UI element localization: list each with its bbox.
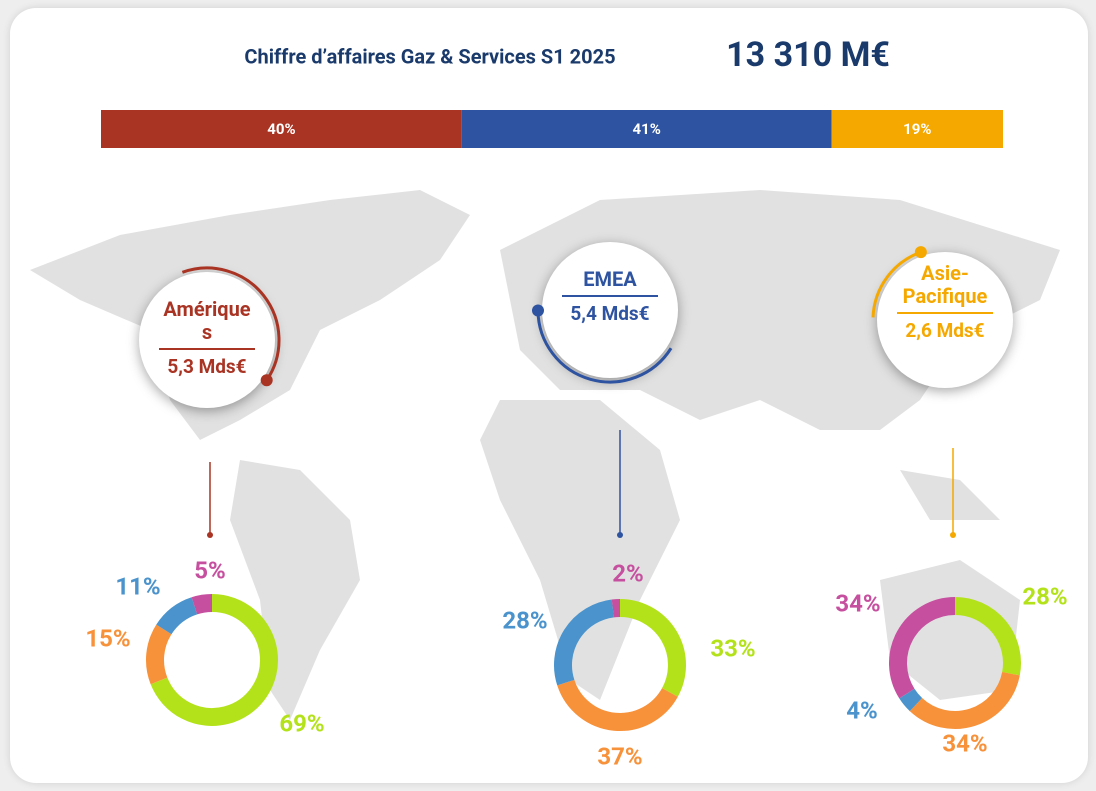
region-name: Amériques bbox=[159, 298, 255, 350]
region-bubble bbox=[139, 272, 275, 408]
region-arc bbox=[871, 250, 922, 318]
donut-segment bbox=[889, 597, 956, 699]
connector-dot bbox=[617, 532, 623, 538]
donut-segment bbox=[619, 599, 686, 697]
bar-segment bbox=[101, 110, 462, 148]
donut-label: 33% bbox=[710, 634, 755, 662]
bar-label: 40% bbox=[267, 120, 295, 138]
bar-segment bbox=[831, 110, 1003, 148]
donut-label: 28% bbox=[1022, 582, 1067, 610]
donut-label: 4% bbox=[846, 696, 878, 724]
donut-label: 37% bbox=[597, 742, 642, 770]
region-bubble bbox=[877, 252, 1013, 388]
arc-dot bbox=[260, 374, 273, 387]
region-arc bbox=[536, 310, 673, 384]
bar-segment bbox=[461, 110, 832, 148]
connector-dot bbox=[950, 532, 956, 538]
region-revenue: 5,4 Mds€ bbox=[570, 302, 650, 325]
donut-label: 34% bbox=[942, 729, 987, 757]
donut-label: 69% bbox=[279, 709, 324, 737]
region-revenue: 2,6 Mds€ bbox=[905, 319, 985, 342]
donut-label: 2% bbox=[612, 559, 644, 587]
arc-dot bbox=[532, 304, 545, 317]
bar-label: 41% bbox=[633, 120, 661, 138]
region-bubble bbox=[542, 242, 678, 378]
arc-dot bbox=[914, 246, 927, 259]
donut-segment bbox=[909, 671, 1020, 729]
bar-label: 19% bbox=[903, 120, 931, 138]
region-label: Asie-Pacifique 2,6 Mds€ bbox=[880, 262, 1010, 342]
region-name: Asie-Pacifique bbox=[897, 262, 993, 314]
donut-segment bbox=[150, 594, 278, 726]
donut-segment bbox=[191, 594, 213, 615]
region-label: Amériques 5,3 Mds€ bbox=[142, 298, 272, 378]
donut-segment bbox=[899, 688, 923, 712]
donut-segment bbox=[557, 679, 678, 731]
region-name: EMEA bbox=[562, 268, 658, 297]
donut-segment bbox=[954, 597, 1021, 676]
total: 13 310 M€ bbox=[726, 35, 890, 75]
donut-label: 5% bbox=[194, 556, 226, 584]
region-revenue: 5,3 Mds€ bbox=[167, 355, 247, 378]
donut-segment bbox=[146, 624, 172, 685]
region-label: EMEA 5,4 Mds€ bbox=[545, 268, 675, 325]
connector-dot bbox=[207, 532, 213, 538]
donut-segment bbox=[156, 597, 198, 635]
donut-label: 28% bbox=[502, 606, 547, 634]
region-arc bbox=[181, 266, 281, 382]
title: Chiffre d’affaires Gaz & Services S1 202… bbox=[244, 44, 615, 68]
donut-segment bbox=[554, 599, 615, 686]
donut-label: 34% bbox=[835, 589, 880, 617]
donut-label: 11% bbox=[115, 572, 160, 600]
donut-label: 15% bbox=[85, 624, 130, 652]
